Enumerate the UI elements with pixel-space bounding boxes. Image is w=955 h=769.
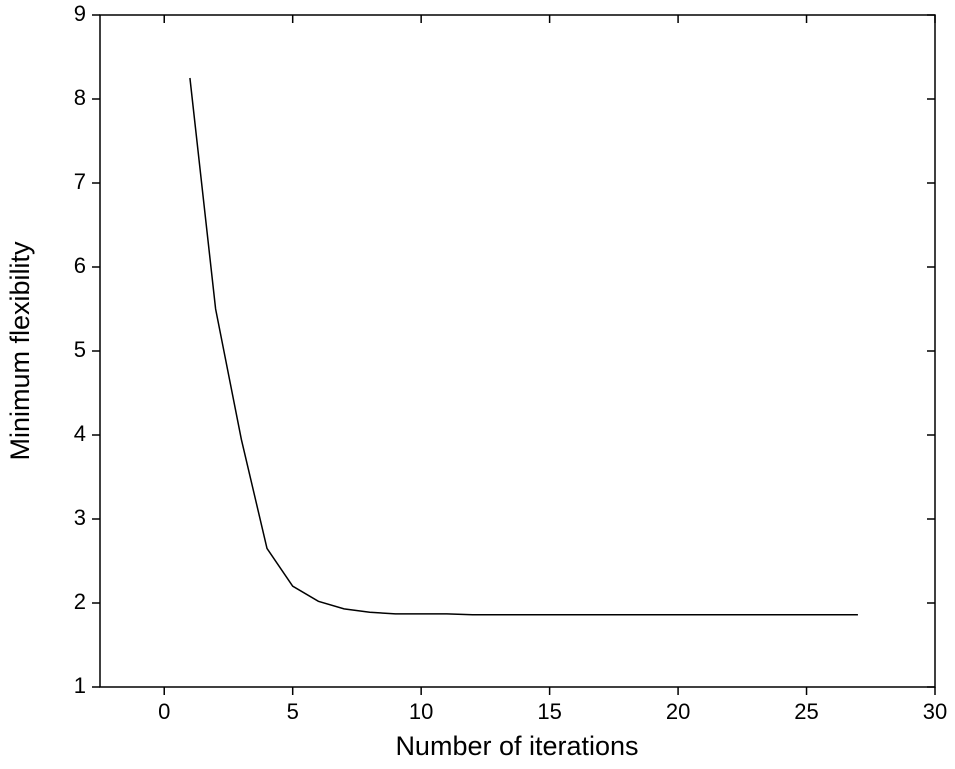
y-tick-label: 9 [74,1,86,26]
x-axis-title: Number of iterations [395,731,638,761]
x-tick-label: 10 [409,699,433,724]
x-tick-label: 30 [923,699,947,724]
y-tick-label: 5 [74,337,86,362]
y-axis-title: Minimum flexibility [5,241,35,461]
plot-frame [99,14,936,688]
x-tick-label: 15 [537,699,561,724]
y-tick-label: 6 [74,253,86,278]
y-tick-label: 3 [74,505,86,530]
y-tick-label: 7 [74,169,86,194]
y-tick-label: 4 [74,421,86,446]
y-tick-label: 8 [74,85,86,110]
y-tick-label: 2 [74,589,86,614]
data-line [189,77,858,616]
x-tick-label: 20 [666,699,690,724]
y-tick-label: 1 [74,673,86,698]
x-tick-label: 25 [794,699,818,724]
x-tick-label: 0 [158,699,170,724]
x-tick-label: 5 [287,699,299,724]
